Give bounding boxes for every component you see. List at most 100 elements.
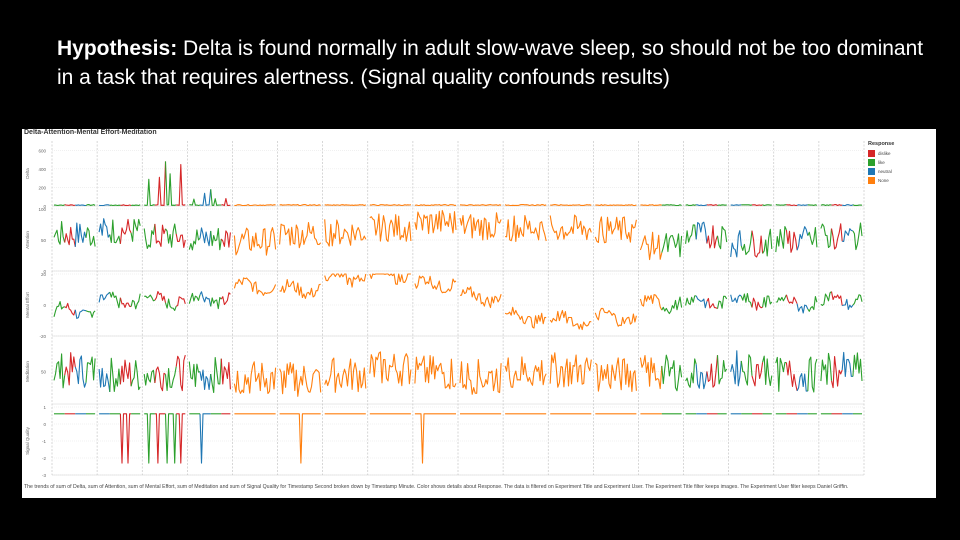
legend-item-1[interactable]: like [868, 158, 932, 167]
y-tick-label: -2 [42, 456, 46, 461]
series-line [842, 204, 854, 207]
legend-swatch [868, 168, 875, 175]
series-line [594, 307, 637, 327]
series-line [762, 295, 773, 308]
series-line [762, 204, 772, 207]
series-line [99, 204, 110, 207]
series-line [785, 294, 798, 304]
legend-item-2[interactable]: neutral [868, 167, 932, 176]
series-line [504, 306, 547, 329]
series-line [210, 357, 222, 394]
series-line [504, 214, 547, 243]
row-label: Meditation [25, 361, 30, 382]
series-line [751, 204, 763, 207]
series-line [459, 212, 502, 241]
series-line [234, 204, 276, 207]
legend-item-0[interactable]: dislike [868, 149, 932, 158]
y-tick-label: 100 [38, 207, 46, 212]
series-line [164, 366, 177, 392]
series-line [716, 295, 728, 309]
series-line [199, 291, 212, 307]
series-line [762, 355, 773, 387]
series-line [685, 295, 697, 306]
series-line [414, 413, 456, 464]
series-line [807, 356, 818, 393]
series-line [695, 221, 708, 244]
series-line [154, 290, 167, 303]
series-line [64, 352, 76, 386]
series-line [199, 369, 212, 390]
series-line [730, 230, 742, 258]
series-line [120, 204, 132, 207]
series-line [324, 219, 367, 247]
series-line [98, 291, 111, 303]
series-line [119, 359, 132, 387]
series-line [414, 209, 457, 235]
series-line [233, 277, 277, 296]
series-line [279, 204, 321, 207]
series-line [154, 161, 167, 207]
y-tick-label: 50 [41, 370, 47, 375]
series-line [640, 204, 662, 207]
series-line [695, 295, 708, 309]
y-tick-label: 400 [38, 167, 46, 172]
series-line [233, 361, 277, 395]
legend-item-3[interactable]: None [868, 176, 932, 185]
series-line [119, 218, 132, 244]
series-line [175, 296, 186, 307]
series-line [820, 223, 833, 249]
series-line [830, 223, 843, 250]
series-line [807, 296, 818, 312]
series-line [762, 228, 773, 257]
series-line [706, 225, 719, 249]
series-line [716, 355, 728, 385]
series-line [685, 224, 697, 244]
series-line [751, 297, 763, 311]
y-tick-label: 0 [43, 303, 46, 308]
series-line [549, 309, 592, 331]
series-line [176, 163, 186, 206]
series-line [53, 204, 65, 207]
y-tick-label: -3 [42, 473, 46, 478]
series-line [594, 357, 637, 392]
y-tick-label: 20 [41, 272, 47, 277]
legend-label: like [878, 160, 885, 165]
series-line [807, 226, 818, 248]
series-line [143, 369, 156, 386]
series-line [595, 204, 637, 207]
series-line [459, 204, 502, 207]
series-line [279, 413, 321, 464]
series-line [740, 292, 753, 308]
y-tick-label: -1 [42, 439, 46, 444]
chart-figure: Delta-Attention-Mental Effort-Meditation… [22, 129, 936, 498]
series-line [775, 226, 787, 253]
series-line [841, 351, 853, 378]
series-line [324, 357, 367, 393]
series-line [188, 229, 201, 251]
series-line [279, 279, 321, 299]
series-line [144, 294, 156, 302]
series-line [842, 298, 854, 310]
series-line [831, 204, 843, 207]
series-line [279, 362, 322, 397]
series-line [154, 223, 167, 247]
series-line [220, 230, 231, 248]
series-line [199, 413, 211, 464]
series-line [154, 366, 166, 392]
row-label: Mental Effort [25, 292, 30, 318]
series-line [459, 358, 502, 395]
series-line [130, 293, 141, 310]
series-line [175, 354, 186, 392]
series-line [210, 296, 222, 310]
series-line [639, 354, 663, 390]
y-tick-label: 0 [43, 422, 46, 427]
series-line [830, 355, 843, 389]
series-line [221, 197, 231, 207]
y-tick-label: 1 [43, 405, 46, 410]
series-line [74, 355, 87, 388]
series-line [842, 228, 854, 242]
series-line [740, 354, 753, 386]
series-line [220, 292, 231, 306]
row-label: Attention [25, 231, 30, 249]
